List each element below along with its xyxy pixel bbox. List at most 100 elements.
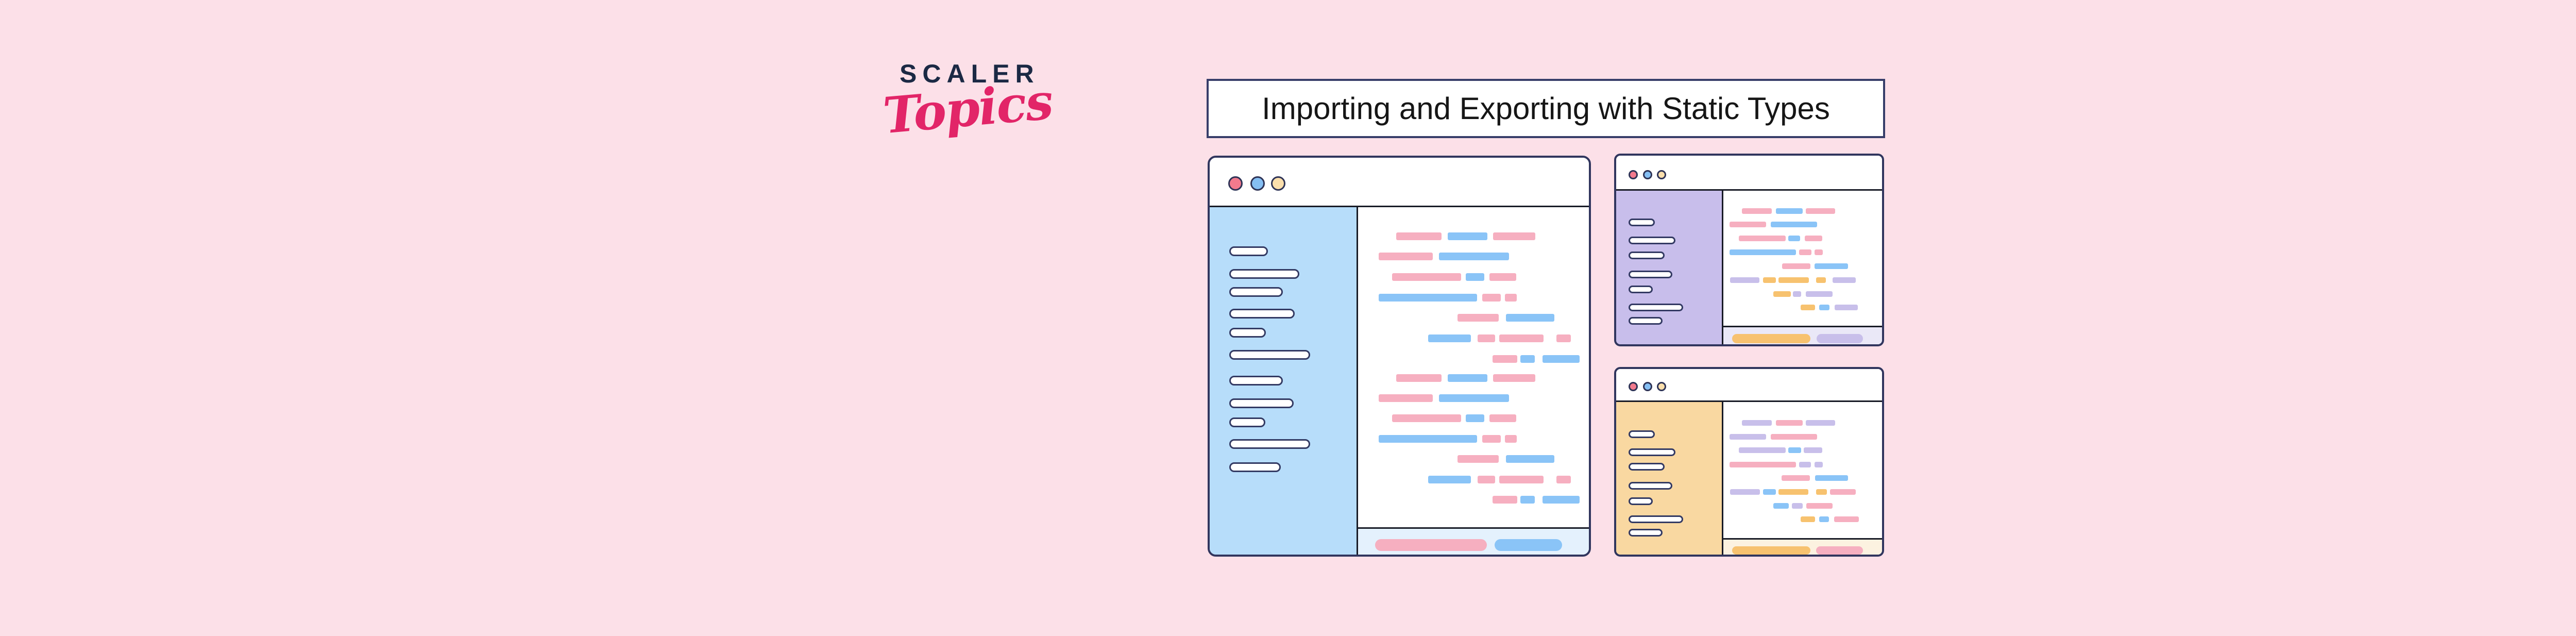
code-line-bar: [1730, 489, 1760, 495]
code-line-bar: [1815, 475, 1848, 481]
code-line-bar: [1782, 263, 1810, 269]
sidebar-placeholder-pill: [1629, 271, 1672, 278]
window-control-red-icon: [1228, 176, 1243, 191]
code-line-bar: [1739, 236, 1786, 241]
code-line-bar: [1489, 414, 1516, 422]
sidebar-placeholder-pill: [1629, 286, 1653, 293]
statusbar-placeholder-pill: [1732, 334, 1810, 343]
code-line-bar: [1776, 208, 1803, 214]
logo-wordmark-scaler: SCALER: [900, 59, 1040, 88]
code-line-bar: [1505, 435, 1517, 443]
code-line-bar: [1458, 455, 1499, 463]
main-editor-window: [1208, 156, 1591, 557]
code-line-bar: [1815, 249, 1823, 255]
code-line-bar: [1805, 236, 1822, 241]
sidebar-placeholder-pill: [1629, 219, 1655, 226]
page-title: Importing and Exporting with Static Type…: [1262, 91, 1830, 126]
window-control-red-icon: [1629, 382, 1638, 391]
sidebar-placeholder-pill: [1629, 237, 1675, 244]
code-line-bar: [1730, 222, 1766, 227]
code-line-bar: [1439, 253, 1509, 260]
window-control-blue-icon: [1250, 176, 1265, 191]
window-control-red-icon: [1629, 170, 1638, 179]
code-line-bar: [1788, 236, 1800, 241]
code-line-bar: [1773, 291, 1791, 297]
code-line-bar: [1448, 232, 1487, 240]
code-line-bar: [1466, 273, 1484, 281]
code-line-bar: [1763, 489, 1776, 495]
code-line-bar: [1506, 455, 1554, 463]
code-line-bar: [1489, 273, 1516, 281]
code-line-bar: [1816, 489, 1827, 495]
statusbar-placeholder-pill: [1816, 546, 1863, 555]
sidebar-placeholder-pill: [1629, 482, 1672, 490]
code-line-bar: [1520, 355, 1535, 363]
code-line-bar: [1392, 273, 1461, 281]
code-line-bar: [1396, 374, 1442, 382]
sidebar-placeholder-pill: [1629, 252, 1665, 259]
sidebar-placeholder-pill: [1629, 304, 1683, 311]
code-line-bar: [1799, 249, 1811, 255]
sidebar-placeholder-pill: [1229, 417, 1265, 427]
code-line-bar: [1478, 334, 1495, 342]
code-line-bar: [1806, 208, 1835, 214]
code-line-bar: [1428, 334, 1471, 342]
sidebar-placeholder-pill: [1629, 497, 1653, 505]
sidebar-placeholder-pill: [1229, 376, 1283, 386]
statusbar-placeholder-pill: [1817, 334, 1863, 343]
code-line-bar: [1806, 503, 1833, 509]
window-control-yellow-icon: [1271, 176, 1285, 191]
code-line-bar: [1815, 263, 1848, 269]
code-line-bar: [1801, 516, 1815, 522]
code-line-bar: [1778, 489, 1808, 495]
window-control-blue-icon: [1643, 170, 1652, 179]
code-line-bar: [1458, 314, 1499, 322]
code-line-bar: [1835, 305, 1858, 310]
code-line-bar: [1763, 277, 1776, 283]
statusbar-placeholder-pill: [1375, 539, 1487, 551]
code-line-bar: [1730, 249, 1796, 255]
statusbar-placeholder-pill: [1495, 539, 1562, 551]
sidebar-placeholder-pill: [1229, 309, 1295, 319]
code-line-bar: [1493, 496, 1517, 504]
code-line-bar: [1816, 277, 1826, 283]
code-line-bar: [1493, 374, 1535, 382]
code-line-bar: [1806, 291, 1833, 297]
code-line-bar: [1793, 291, 1801, 297]
code-line-bar: [1493, 355, 1517, 363]
code-line-bar: [1730, 462, 1796, 467]
code-line-bar: [1730, 434, 1766, 440]
statusbar-placeholder-pill: [1732, 546, 1810, 555]
sidebar-placeholder-pill: [1229, 350, 1310, 360]
scaler-topics-logo: SCALER Topics: [876, 49, 1092, 163]
sidebar-placeholder-pill: [1629, 430, 1655, 438]
code-line-bar: [1792, 503, 1803, 509]
code-line-bar: [1379, 253, 1433, 260]
code-line-bar: [1776, 420, 1803, 426]
sidebar-placeholder-pill: [1229, 398, 1294, 408]
code-line-bar: [1804, 447, 1822, 453]
code-line-bar: [1466, 414, 1484, 422]
code-line-bar: [1478, 476, 1495, 483]
code-line-bar: [1739, 447, 1786, 453]
sidebar-placeholder-pill: [1229, 246, 1268, 256]
code-line-bar: [1556, 334, 1571, 342]
code-line-bar: [1543, 496, 1580, 504]
code-line-bar: [1819, 305, 1829, 310]
code-line-bar: [1499, 476, 1544, 483]
window-control-yellow-icon: [1657, 382, 1666, 391]
sidebar-placeholder-pill: [1629, 448, 1675, 456]
code-line-bar: [1439, 394, 1509, 402]
sidebar-placeholder-pill: [1629, 515, 1683, 523]
sidebar-placeholder-pill: [1629, 529, 1663, 537]
top-right-editor-window: [1614, 154, 1884, 346]
window-topbar: [1616, 156, 1882, 191]
sidebar-placeholder-pill: [1229, 269, 1299, 279]
code-line-bar: [1815, 462, 1823, 467]
code-line-bar: [1379, 394, 1433, 402]
code-line-bar: [1771, 434, 1817, 440]
code-line-bar: [1482, 294, 1501, 302]
code-line-bar: [1788, 447, 1801, 453]
code-line-bar: [1499, 334, 1544, 342]
